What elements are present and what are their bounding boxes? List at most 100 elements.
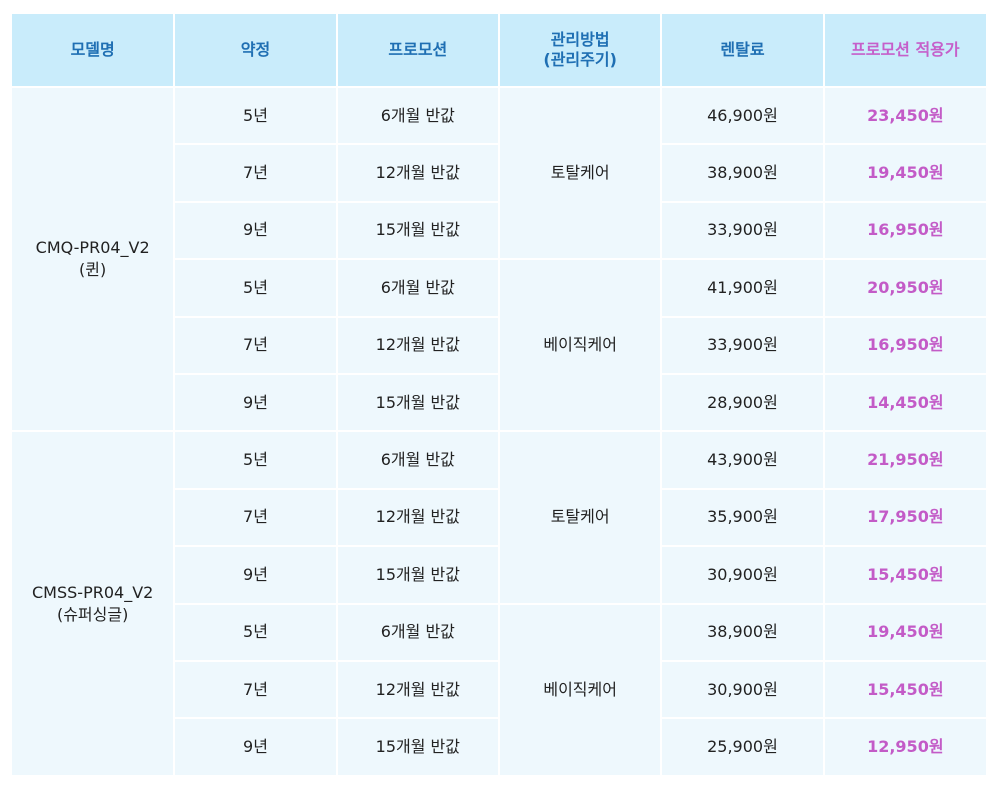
promo-price: 12,950원	[867, 736, 944, 756]
term: 7년	[243, 335, 268, 355]
table-header: 모델명 약정 프로모션 관리방법 (관리주기) 렌탈료 프로모션 적용가	[12, 14, 986, 87]
table-row: CMQ-PR04_V2 (퀸) 5년 6개월 반값 토탈케어 46,900원 23,450원	[12, 85, 986, 432]
term: 9년	[243, 564, 268, 584]
care-cell: 베이직케어	[497, 258, 662, 432]
term-cell: 7년	[173, 659, 337, 719]
fee-cell: 43,900원	[660, 430, 824, 489]
promo-cell: 6개월 반값	[335, 258, 499, 317]
model-name: (퀸)	[79, 260, 107, 280]
header-text: 렌탈료	[720, 40, 765, 59]
promo-price: 19,450원	[867, 622, 944, 642]
table-row: 9년 15개월 반값 28,900원 14,450원	[12, 372, 986, 432]
rental-fee: 25,900원	[707, 736, 778, 756]
table-row: 9년 15개월 반값 33,900원 16,950원	[12, 200, 986, 260]
model-cell: CMSS-PR04_V2 (슈퍼싱글)	[12, 430, 175, 775]
promo-cell: 15개월 반값	[335, 200, 499, 260]
model-name: (슈퍼싱글)	[56, 604, 129, 624]
fee-cell: 38,900원	[660, 602, 824, 661]
promotion: 15개월 반값	[375, 736, 460, 756]
header-text: 프로모션 적용가	[851, 40, 960, 59]
fee-cell: 30,900원	[660, 659, 824, 719]
promo-cell: 12개월 반값	[335, 487, 499, 547]
fee-cell: 46,900원	[660, 85, 824, 145]
rental-fee: 46,900원	[707, 105, 778, 125]
table-row: 7년 12개월 반값 33,900원 16,950원	[12, 315, 986, 374]
term-cell: 9년	[173, 372, 337, 432]
model-name: CMSS-PR04_V2	[32, 582, 154, 602]
fee-cell: 33,900원	[660, 200, 824, 260]
term-cell: 5년	[173, 85, 337, 145]
price-cell: 15,450원	[822, 659, 986, 719]
care-cell: 베이직케어	[497, 602, 662, 775]
care-type: 베이직케어	[543, 679, 617, 699]
header-text: (관리주기)	[543, 50, 617, 69]
header-cell: 렌탈료	[660, 14, 824, 87]
promo-cell: 6개월 반값	[335, 430, 499, 489]
fee-cell: 41,900원	[660, 258, 824, 317]
promo-cell: 12개월 반값	[335, 315, 499, 374]
promo-cell: 15개월 반값	[335, 717, 499, 775]
rental-fee: 41,900원	[707, 277, 778, 297]
rental-fee: 35,900원	[707, 507, 778, 527]
price-cell: 15,450원	[822, 545, 986, 604]
term-cell: 7년	[173, 487, 337, 547]
price-cell: 16,950원	[822, 200, 986, 260]
fee-cell: 33,900원	[660, 315, 824, 374]
term-cell: 5년	[173, 430, 337, 489]
promotion: 15개월 반값	[375, 392, 460, 412]
rental-fee: 43,900원	[707, 450, 778, 470]
rental-table: 모델명 약정 프로모션 관리방법 (관리주기) 렌탈료 프로모션 적용가 CMQ-PR04_…	[12, 14, 986, 775]
promo-cell: 12개월 반값	[335, 659, 499, 719]
price-cell: 21,950원	[822, 430, 986, 489]
price-cell: 20,950원	[822, 258, 986, 317]
header-cell: 약정	[173, 14, 337, 87]
price-cell: 16,950원	[822, 315, 986, 374]
promo-price: 21,950원	[867, 450, 944, 470]
table-body: CMQ-PR04_V2 (퀸) 5년 6개월 반값 토탈케어 46,900원 23,450원…	[12, 85, 986, 775]
table-row: 7년 12개월 반값 38,900원 19,450원	[12, 143, 986, 202]
care-type: 토탈케어	[550, 163, 610, 183]
table-row: 9년 15개월 반값 25,900원 12,950원	[12, 717, 986, 775]
promo-cell: 15개월 반값	[335, 545, 499, 604]
term: 5년	[243, 450, 268, 470]
promo-cell: 6개월 반값	[335, 85, 499, 145]
header-text: 관리방법	[550, 30, 610, 49]
promo-cell: 6개월 반값	[335, 602, 499, 661]
rental-fee: 28,900원	[707, 392, 778, 412]
term: 5년	[243, 277, 268, 297]
term-cell: 7년	[173, 143, 337, 202]
term-cell: 5년	[173, 258, 337, 317]
header-text: 프로모션	[388, 40, 448, 59]
care-cell: 토탈케어	[497, 85, 662, 260]
price-cell: 17,950원	[822, 487, 986, 547]
header-row: 모델명 약정 프로모션 관리방법 (관리주기) 렌탈료 프로모션 적용가	[12, 14, 986, 87]
table-row: CMSS-PR04_V2 (슈퍼싱글) 5년 6개월 반값 토탈케어 43,900원 21,…	[12, 430, 986, 775]
term-cell: 9년	[173, 200, 337, 260]
promotion: 6개월 반값	[380, 450, 455, 470]
header-cell: 프로모션	[335, 14, 499, 87]
header-cell: 관리방법 (관리주기)	[497, 14, 662, 87]
price-cell: 12,950원	[822, 717, 986, 775]
rental-fee: 33,900원	[707, 220, 778, 240]
model-cell: CMQ-PR04_V2 (퀸)	[12, 85, 175, 432]
promo-cell: 15개월 반값	[335, 372, 499, 432]
model-name: CMQ-PR04_V2	[35, 238, 150, 258]
header-cell: 프로모션 적용가	[822, 14, 986, 87]
header-text: 모델명	[70, 40, 115, 59]
care-cell: 토탈케어	[497, 430, 662, 604]
term: 9년	[243, 736, 268, 756]
rental-fee: 33,900원	[707, 335, 778, 355]
price-cell: 14,450원	[822, 372, 986, 432]
promotion: 12개월 반값	[375, 679, 460, 699]
term-cell: 5년	[173, 602, 337, 661]
promotion: 6개월 반값	[380, 105, 455, 125]
price-cell: 23,450원	[822, 85, 986, 145]
promo-price: 23,450원	[867, 105, 944, 125]
promo-price: 15,450원	[867, 679, 944, 699]
term: 9년	[243, 392, 268, 412]
table-row: 9년 15개월 반값 30,900원 15,450원	[12, 545, 986, 604]
term: 5년	[243, 622, 268, 642]
promotion: 12개월 반값	[375, 507, 460, 527]
